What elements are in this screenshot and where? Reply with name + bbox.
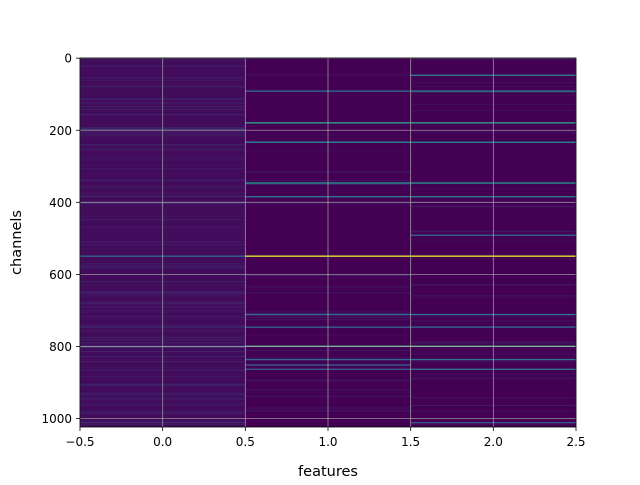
- y-axis-label: channels: [9, 210, 25, 275]
- x-tick-label: 0.5: [236, 435, 255, 449]
- x-tick-label: 1.0: [318, 435, 337, 449]
- x-axis-label: features: [298, 464, 358, 480]
- y-tick-label: 1000: [41, 412, 72, 426]
- x-tick-label: 2.5: [566, 435, 585, 449]
- y-axis: 0 200 400 600 800 1000: [41, 52, 80, 426]
- x-tick-label: 2.0: [484, 435, 503, 449]
- y-tick-label: 200: [49, 124, 72, 138]
- x-axis: −0.5 0.0 0.5 1.0 1.5 2.0 2.5: [65, 427, 586, 449]
- x-tick-label: 1.5: [401, 435, 420, 449]
- x-tick-label: 0.0: [153, 435, 172, 449]
- y-tick-label: 800: [49, 340, 72, 354]
- y-tick-label: 400: [49, 196, 72, 210]
- x-tick-label: −0.5: [65, 435, 94, 449]
- y-tick-label: 0: [64, 52, 72, 66]
- y-tick-label: 600: [49, 268, 72, 282]
